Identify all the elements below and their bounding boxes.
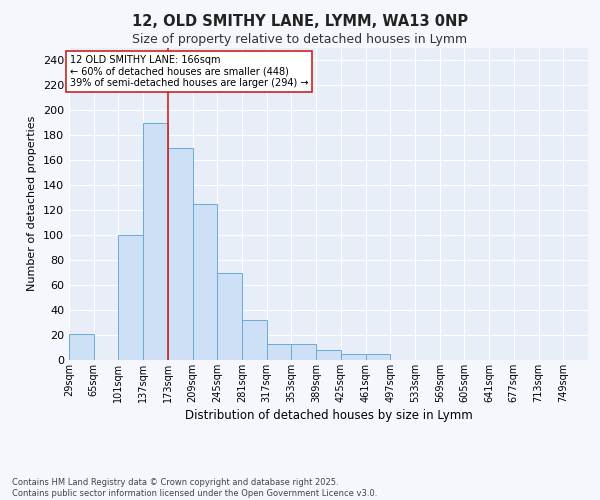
Text: 12 OLD SMITHY LANE: 166sqm
← 60% of detached houses are smaller (448)
39% of sem: 12 OLD SMITHY LANE: 166sqm ← 60% of deta… <box>70 55 308 88</box>
Bar <box>193 204 217 360</box>
Bar <box>217 272 242 360</box>
Bar <box>242 320 267 360</box>
Bar <box>267 344 292 360</box>
Bar <box>365 354 390 360</box>
Text: Size of property relative to detached houses in Lymm: Size of property relative to detached ho… <box>133 32 467 46</box>
Text: 12, OLD SMITHY LANE, LYMM, WA13 0NP: 12, OLD SMITHY LANE, LYMM, WA13 0NP <box>132 14 468 29</box>
Text: Contains HM Land Registry data © Crown copyright and database right 2025.
Contai: Contains HM Land Registry data © Crown c… <box>12 478 377 498</box>
Bar <box>341 354 365 360</box>
Bar <box>168 148 193 360</box>
X-axis label: Distribution of detached houses by size in Lymm: Distribution of detached houses by size … <box>185 409 472 422</box>
Bar <box>292 344 316 360</box>
Y-axis label: Number of detached properties: Number of detached properties <box>28 116 37 292</box>
Bar <box>118 235 143 360</box>
Bar <box>69 334 94 360</box>
Bar <box>316 350 341 360</box>
Bar <box>143 122 168 360</box>
